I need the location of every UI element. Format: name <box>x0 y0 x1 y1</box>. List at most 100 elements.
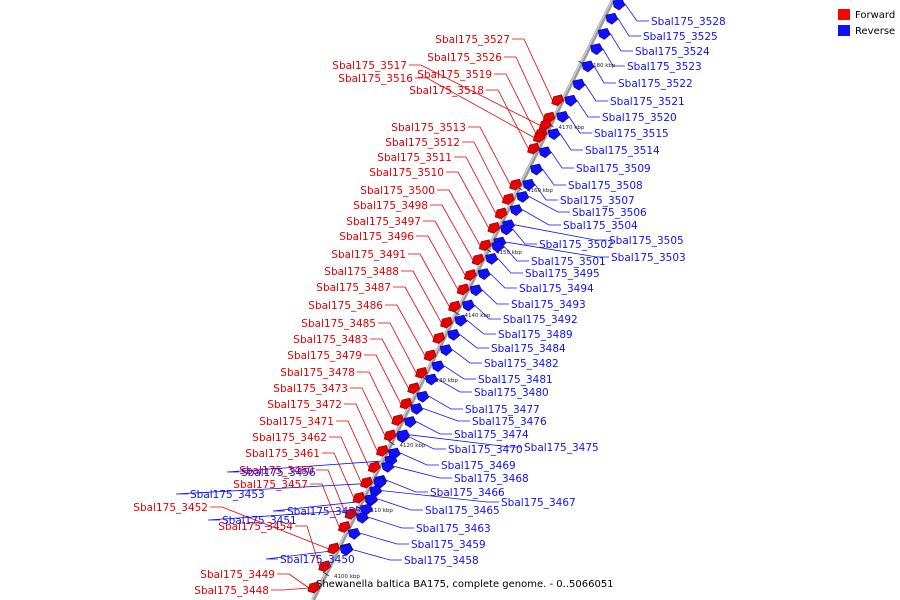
gene-label[interactable]: Sbal175_3471 <box>259 416 334 428</box>
gene-label[interactable]: Sbal175_3466 <box>430 487 505 499</box>
gene-label[interactable]: Sbal175_3473 <box>273 383 348 395</box>
gene-label[interactable]: Sbal175_3484 <box>491 343 566 355</box>
forward-gene-feature[interactable] <box>423 349 437 362</box>
reverse-gene-feature[interactable] <box>339 544 353 556</box>
gene-label[interactable]: Sbal175_3467 <box>501 497 576 509</box>
gene-label[interactable]: Sbal175_3496 <box>339 231 414 243</box>
reverse-gene-feature[interactable] <box>572 78 586 91</box>
gene-label[interactable]: Sbal175_3455 <box>287 506 362 518</box>
forward-gene-feature[interactable] <box>509 178 522 191</box>
gene-label[interactable]: Sbal175_3524 <box>635 46 710 58</box>
gene-label[interactable]: Sbal175_3509 <box>576 163 651 175</box>
gene-label[interactable]: Sbal175_3486 <box>308 300 383 312</box>
gene-label[interactable]: Sbal175_3474 <box>454 429 529 441</box>
gene-label[interactable]: Sbal175_3483 <box>293 334 368 346</box>
gene-label[interactable]: Sbal175_3528 <box>651 16 726 28</box>
gene-label[interactable]: Sbal175_3517 <box>332 60 407 72</box>
gene-label[interactable]: Sbal175_3513 <box>391 122 466 134</box>
gene-label[interactable]: Sbal175_3468 <box>454 473 529 485</box>
reverse-gene-feature[interactable] <box>522 178 536 191</box>
reverse-gene-feature[interactable] <box>410 403 424 415</box>
forward-gene-feature[interactable] <box>375 444 389 457</box>
reverse-gene-feature[interactable] <box>425 373 438 386</box>
reverse-gene-feature[interactable] <box>388 447 401 460</box>
gene-label[interactable]: Sbal175_3481 <box>478 374 553 386</box>
forward-gene-feature[interactable] <box>327 542 340 555</box>
gene-label[interactable]: Sbal175_3478 <box>280 367 355 379</box>
reverse-gene-feature[interactable] <box>360 503 373 516</box>
gene-label[interactable]: Sbal175_3521 <box>610 96 685 108</box>
gene-label[interactable]: Sbal175_3506 <box>572 207 647 219</box>
gene-label[interactable]: Sbal175_3479 <box>287 350 362 362</box>
reverse-gene-feature[interactable] <box>403 416 417 428</box>
gene-label[interactable]: Sbal175_3457 <box>233 479 308 491</box>
reverse-gene-feature[interactable] <box>538 146 552 159</box>
forward-gene-feature[interactable] <box>456 283 470 296</box>
gene-label[interactable]: Sbal175_3492 <box>503 314 578 326</box>
gene-label[interactable]: Sbal175_3527 <box>435 34 510 46</box>
gene-label[interactable]: Sbal175_3526 <box>427 52 502 64</box>
reverse-gene-feature[interactable] <box>454 314 468 327</box>
reverse-gene-feature[interactable] <box>365 493 378 506</box>
forward-gene-feature[interactable] <box>487 221 501 234</box>
gene-label[interactable]: Sbal175_3462 <box>252 432 327 444</box>
gene-label[interactable]: Sbal175_3510 <box>369 167 444 179</box>
forward-gene-feature[interactable] <box>414 366 428 379</box>
gene-label[interactable]: Sbal175_3512 <box>385 137 460 149</box>
reverse-gene-feature[interactable] <box>500 223 513 236</box>
forward-gene-feature[interactable] <box>367 461 381 474</box>
forward-gene-feature[interactable] <box>463 269 477 281</box>
gene-label[interactable]: Sbal175_3500 <box>360 185 435 197</box>
gene-label[interactable]: Sbal175_3477 <box>465 404 540 416</box>
forward-gene-feature[interactable] <box>494 207 508 220</box>
gene-label[interactable]: Sbal175_3480 <box>474 387 549 399</box>
gene-label[interactable]: Sbal175_3472 <box>267 399 342 411</box>
gene-label[interactable]: Sbal175_3489 <box>498 329 573 341</box>
forward-gene-feature[interactable] <box>501 193 515 205</box>
gene-label[interactable]: Sbal175_3516 <box>338 73 413 85</box>
reverse-gene-feature[interactable] <box>485 253 499 265</box>
gene-label[interactable]: Sbal175_3458 <box>404 555 479 567</box>
reverse-gene-feature[interactable] <box>469 284 483 297</box>
forward-gene-feature[interactable] <box>440 316 453 329</box>
gene-label[interactable]: Sbal175_3452 <box>133 502 208 514</box>
reverse-gene-feature[interactable] <box>564 94 578 107</box>
gene-label[interactable]: Sbal175_3450 <box>280 554 355 566</box>
reverse-gene-feature[interactable] <box>447 329 461 341</box>
gene-label[interactable]: Sbal175_3461 <box>245 448 320 460</box>
gene-label[interactable]: Sbal175_3502 <box>539 239 614 251</box>
forward-gene-feature[interactable] <box>448 300 461 313</box>
gene-label[interactable]: Sbal175_3460 <box>239 465 314 477</box>
reverse-gene-feature[interactable] <box>597 28 611 40</box>
gene-label[interactable]: Sbal175_3485 <box>301 318 376 330</box>
gene-label[interactable]: Sbal175_3465 <box>425 505 500 517</box>
gene-label[interactable]: Sbal175_3493 <box>511 299 586 311</box>
gene-label[interactable]: Sbal175_3459 <box>411 539 486 551</box>
reverse-gene-feature[interactable] <box>547 128 561 140</box>
forward-gene-feature[interactable] <box>527 142 540 155</box>
gene-label[interactable]: Sbal175_3453 <box>190 489 265 501</box>
reverse-gene-feature[interactable] <box>369 485 383 497</box>
gene-label[interactable]: Sbal175_3511 <box>377 152 452 164</box>
forward-gene-feature[interactable] <box>538 119 552 131</box>
reverse-gene-feature[interactable] <box>397 429 410 442</box>
reverse-gene-feature[interactable] <box>416 390 430 403</box>
gene-label[interactable]: Sbal175_3469 <box>441 460 516 472</box>
gene-label[interactable]: Sbal175_3518 <box>409 85 484 97</box>
gene-label[interactable]: Sbal175_3503 <box>611 252 686 264</box>
gene-label[interactable]: Sbal175_3475 <box>524 442 599 454</box>
reverse-gene-feature[interactable] <box>491 240 505 253</box>
gene-label[interactable]: Sbal175_3505 <box>609 235 684 247</box>
gene-label[interactable]: Sbal175_3515 <box>594 128 669 140</box>
forward-gene-feature[interactable] <box>391 414 405 426</box>
gene-label[interactable]: Sbal175_3508 <box>568 180 643 192</box>
reverse-gene-feature[interactable] <box>581 60 595 73</box>
gene-label[interactable]: Sbal175_3487 <box>316 282 391 294</box>
reverse-gene-feature[interactable] <box>556 111 570 123</box>
gene-label[interactable]: Sbal175_3491 <box>331 249 406 261</box>
gene-label[interactable]: Sbal175_3498 <box>353 200 428 212</box>
forward-gene-feature[interactable] <box>399 397 413 410</box>
forward-gene-feature[interactable] <box>307 581 321 594</box>
gene-label[interactable]: Sbal175_3520 <box>602 112 677 124</box>
forward-gene-feature[interactable] <box>360 476 373 489</box>
